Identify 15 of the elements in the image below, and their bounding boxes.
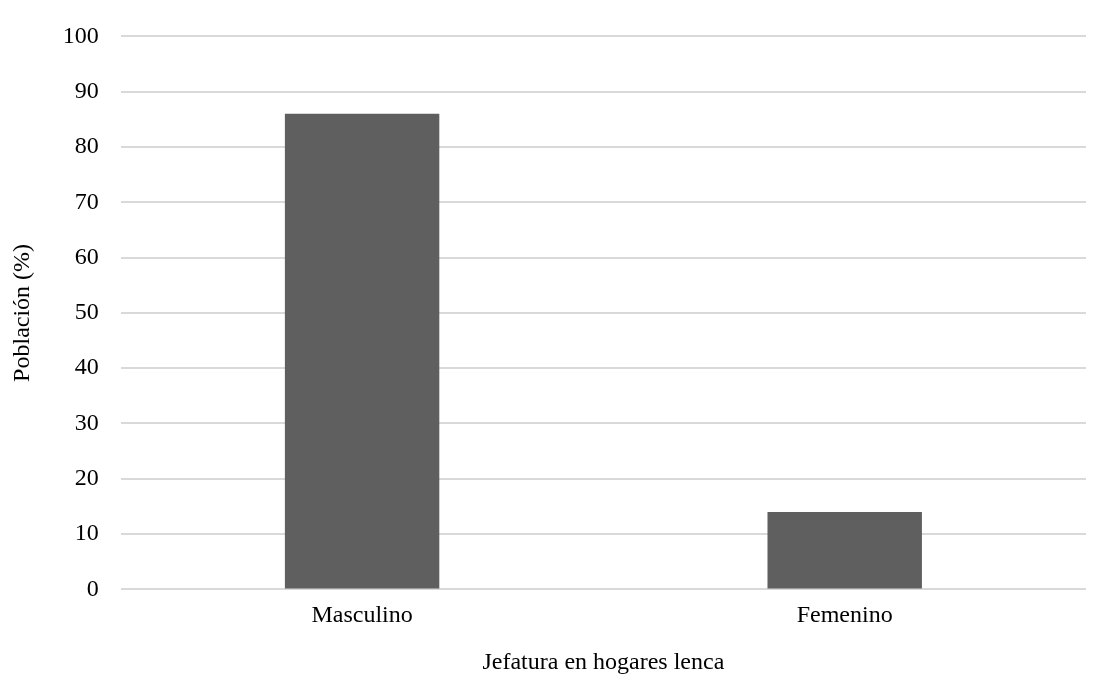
y-tick-label: 90	[74, 77, 99, 103]
y-tick-label: 0	[86, 574, 99, 601]
y-tick-label: 80	[74, 132, 99, 159]
x-tick-label: Masculino	[311, 601, 413, 628]
y-tick-label: 100	[62, 21, 99, 48]
x-axis-title: Jefatura en hogares lenca	[482, 647, 725, 674]
y-tick-label: 20	[74, 464, 99, 491]
x-tick-label: Femenino	[796, 601, 893, 628]
y-tick-label: 40	[74, 353, 99, 380]
y-tick-label: 70	[74, 187, 99, 214]
y-tick-label: 50	[74, 298, 99, 325]
y-axis-title: Población (%)	[7, 243, 34, 382]
y-tick-label: 60	[74, 242, 99, 269]
y-tick-label: 30	[74, 408, 99, 435]
y-tick-label: 10	[74, 519, 99, 546]
